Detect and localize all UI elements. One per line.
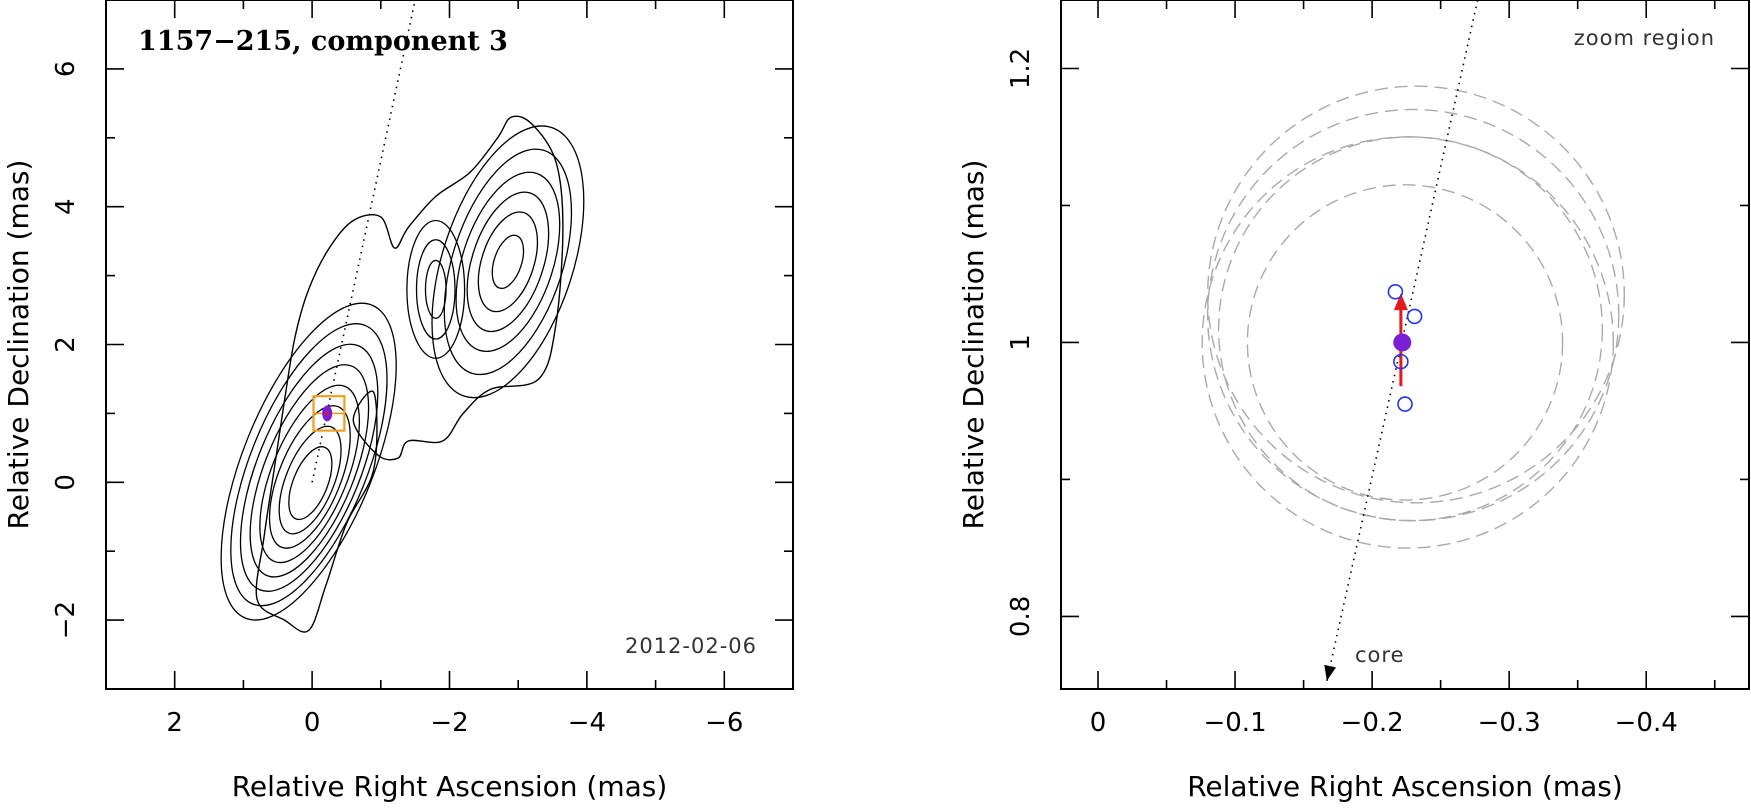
y-tick-label: 0 [51, 474, 81, 491]
y-tick-label: 2 [51, 336, 81, 353]
contour-map [220, 0, 585, 633]
epoch-position-point [1393, 353, 1409, 370]
epoch-position-point [1406, 308, 1423, 325]
y-axis-label: Relative Declination (mas) [2, 160, 35, 530]
x-axis-label: Relative Right Ascension (mas) [232, 770, 668, 803]
contour-lobe-level [455, 171, 561, 353]
x-tick-label: −2 [430, 708, 468, 738]
contour-lobe-level [466, 191, 550, 333]
contour-lobe-level [491, 234, 525, 290]
y-tick-label: 4 [51, 198, 81, 215]
epoch-date-label: 2012-02-06 [625, 634, 757, 658]
x-tick-label: 2 [166, 708, 183, 738]
contour-lobe-level [443, 148, 573, 376]
plot-frame [1060, 0, 1750, 690]
contour-core-level [220, 302, 397, 621]
error-circle [1206, 85, 1625, 504]
contour-mid-level [424, 259, 447, 319]
contour-mid-level [415, 239, 456, 340]
x-tick-label: −0.2 [1341, 708, 1404, 738]
contour-core-level [249, 364, 370, 578]
component-marker-center [325, 411, 330, 416]
jet-axis-line [311, 0, 416, 483]
contour-core-level [268, 405, 351, 549]
contour-core-level [259, 384, 361, 564]
contour-lobe-level [477, 211, 539, 313]
core-direction-arrow [1324, 664, 1336, 681]
epoch-position-point [1397, 396, 1413, 412]
error-circle [1217, 136, 1604, 522]
y-axis-label: Relative Declination (mas) [957, 160, 990, 530]
mean-position-point [1393, 333, 1412, 352]
core-label: core [1355, 643, 1405, 667]
x-tick-label: −0.3 [1478, 708, 1541, 738]
x-tick-label: −0.1 [1203, 708, 1266, 738]
y-tick-label: 1 [1006, 334, 1036, 351]
y-tick-label: 0.8 [1006, 596, 1036, 637]
contour-core-level [239, 343, 379, 592]
x-axis-label: Relative Right Ascension (mas) [1187, 770, 1623, 803]
contour-core-level [230, 323, 388, 607]
x-tick-label: −4 [568, 708, 606, 738]
y-tick-label: 6 [51, 61, 81, 78]
x-tick-label: −6 [705, 708, 743, 738]
panel-title: 1157−215, component 3 [138, 26, 508, 57]
panel-2-axes: 0 −0.1 −0.2 −0.3 −0.4 0.8 1 1.2 Relative Right A… [957, 0, 1750, 803]
contour-core-level [278, 425, 342, 535]
contour-outer [255, 115, 564, 633]
zoom-plot [1201, 0, 1625, 681]
y-tick-label: −2 [51, 601, 81, 639]
contour-core-level [288, 446, 333, 521]
motion-vector-head [1393, 293, 1408, 311]
y-tick-label: 1.2 [1006, 48, 1036, 89]
zoom-region-label: zoom region [1574, 26, 1715, 50]
error-circle [1246, 184, 1564, 501]
contour-lobe-level [431, 125, 585, 399]
plot-frame [105, 0, 794, 690]
error-circle [1206, 108, 1620, 522]
x-tick-label: 0 [304, 708, 321, 738]
x-tick-label: 0 [1090, 708, 1107, 738]
panel-1-axes: 2 0 −2 −4 −6 −2 0 2 4 6 Relative Right Ascension (… [2, 0, 794, 803]
epoch-position-point [1387, 283, 1404, 300]
x-tick-label: −0.4 [1615, 708, 1678, 738]
